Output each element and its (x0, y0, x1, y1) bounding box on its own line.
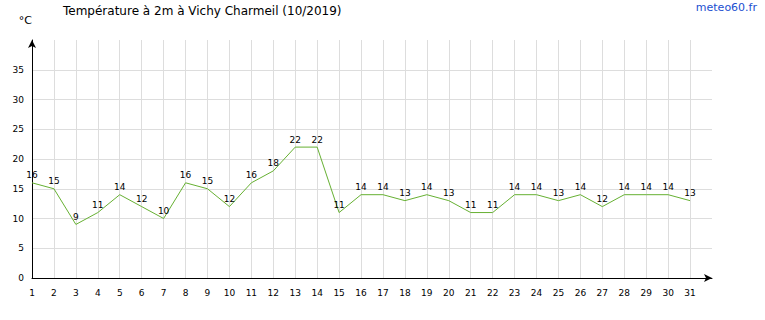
svg-text:14: 14 (662, 182, 674, 192)
svg-text:23: 23 (509, 288, 520, 298)
svg-text:24: 24 (531, 288, 543, 298)
svg-text:27: 27 (597, 288, 608, 298)
svg-text:10: 10 (224, 288, 236, 298)
svg-text:14: 14 (377, 182, 389, 192)
svg-text:10: 10 (13, 214, 25, 224)
svg-text:13: 13 (443, 188, 454, 198)
svg-text:22: 22 (311, 135, 322, 145)
svg-text:1: 1 (29, 288, 35, 298)
svg-text:16: 16 (26, 170, 38, 180)
svg-text:13: 13 (399, 188, 410, 198)
svg-text:11: 11 (246, 288, 257, 298)
svg-text:8: 8 (183, 288, 189, 298)
svg-text:7: 7 (161, 288, 167, 298)
svg-text:2: 2 (51, 288, 57, 298)
svg-text:28: 28 (619, 288, 631, 298)
svg-text:Température à 2m à Vichy Charm: Température à 2m à Vichy Charmeil (10/20… (62, 4, 342, 18)
svg-text:5: 5 (117, 288, 123, 298)
svg-text:°C: °C (19, 14, 33, 27)
svg-text:11: 11 (465, 200, 476, 210)
svg-text:30: 30 (662, 288, 674, 298)
svg-text:20: 20 (443, 288, 455, 298)
svg-text:22: 22 (487, 288, 498, 298)
svg-text:11: 11 (487, 200, 498, 210)
svg-text:18: 18 (268, 158, 280, 168)
svg-text:31: 31 (684, 288, 695, 298)
svg-text:14: 14 (509, 182, 521, 192)
svg-text:35: 35 (13, 65, 24, 75)
svg-text:18: 18 (399, 288, 411, 298)
svg-text:17: 17 (377, 288, 388, 298)
svg-text:30: 30 (13, 95, 25, 105)
svg-text:15: 15 (202, 176, 213, 186)
svg-text:21: 21 (465, 288, 476, 298)
svg-text:12: 12 (136, 194, 147, 204)
svg-text:0: 0 (18, 273, 24, 283)
svg-text:19: 19 (421, 288, 433, 298)
svg-text:15: 15 (333, 288, 344, 298)
svg-text:16: 16 (180, 170, 192, 180)
svg-text:14: 14 (311, 288, 323, 298)
svg-text:12: 12 (224, 194, 235, 204)
svg-text:14: 14 (114, 182, 126, 192)
svg-text:6: 6 (139, 288, 145, 298)
svg-text:13: 13 (289, 288, 300, 298)
svg-text:12: 12 (597, 194, 608, 204)
svg-text:meteo60.fr: meteo60.fr (696, 1, 758, 14)
svg-text:11: 11 (92, 200, 103, 210)
svg-text:13: 13 (684, 188, 695, 198)
svg-text:26: 26 (575, 288, 587, 298)
svg-text:14: 14 (640, 182, 652, 192)
svg-text:15: 15 (13, 184, 24, 194)
svg-text:16: 16 (246, 170, 258, 180)
svg-text:9: 9 (205, 288, 211, 298)
svg-text:3: 3 (73, 288, 79, 298)
svg-text:13: 13 (553, 188, 564, 198)
svg-text:25: 25 (13, 124, 24, 134)
svg-text:9: 9 (73, 212, 79, 222)
svg-text:10: 10 (158, 206, 170, 216)
svg-text:22: 22 (289, 135, 300, 145)
svg-text:5: 5 (18, 243, 24, 253)
svg-text:12: 12 (268, 288, 279, 298)
svg-text:14: 14 (531, 182, 543, 192)
svg-text:14: 14 (619, 182, 631, 192)
svg-text:29: 29 (640, 288, 652, 298)
svg-text:20: 20 (13, 154, 25, 164)
svg-text:15: 15 (48, 176, 59, 186)
svg-text:14: 14 (355, 182, 367, 192)
svg-text:14: 14 (421, 182, 433, 192)
svg-text:16: 16 (355, 288, 367, 298)
svg-text:4: 4 (95, 288, 101, 298)
svg-text:14: 14 (575, 182, 587, 192)
svg-text:11: 11 (333, 200, 344, 210)
svg-text:25: 25 (553, 288, 564, 298)
